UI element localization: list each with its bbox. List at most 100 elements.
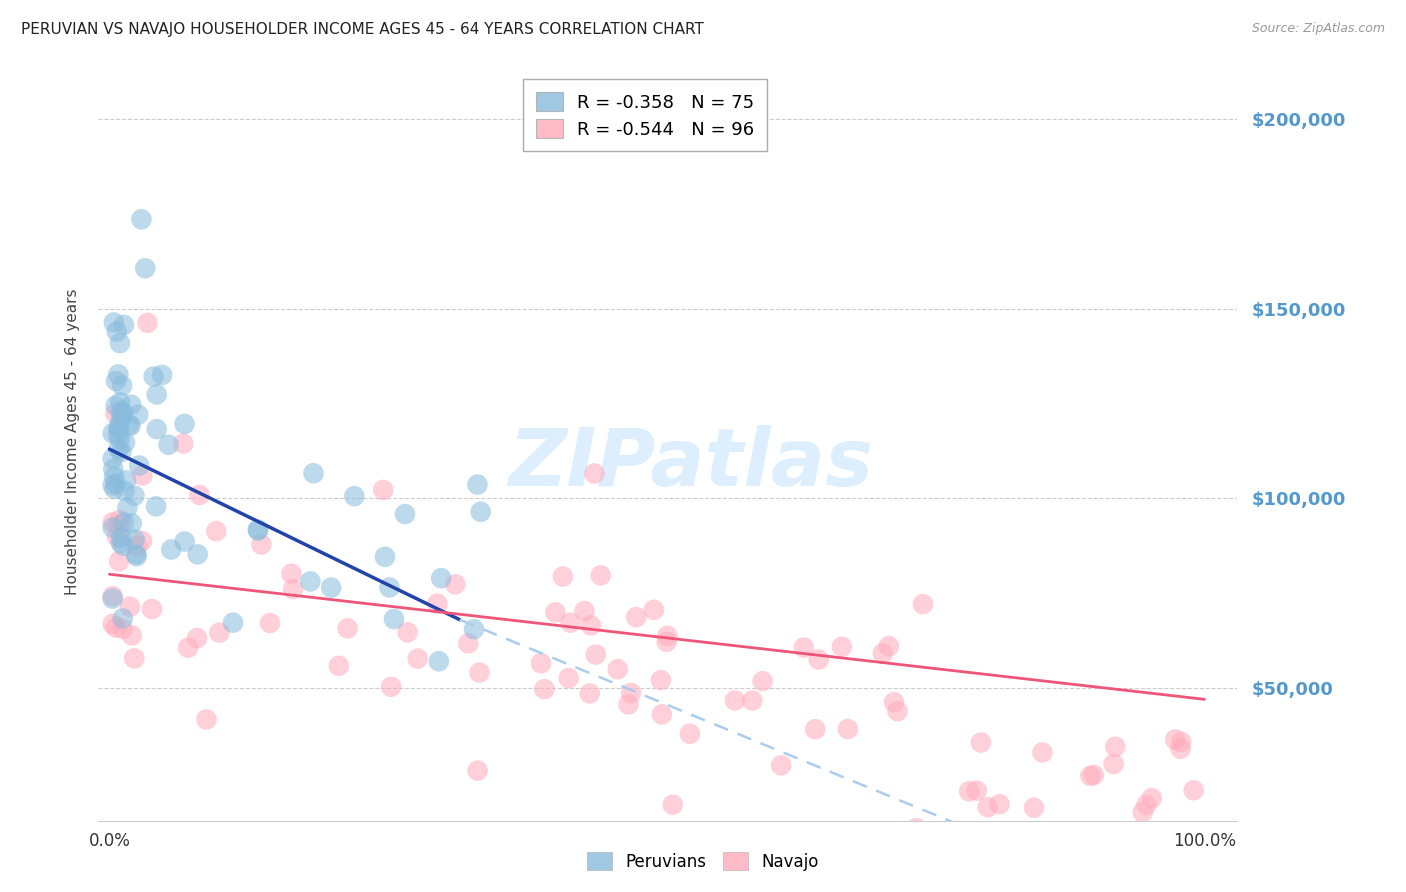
Point bbox=[104, 476, 127, 491]
Point bbox=[427, 654, 450, 668]
Point bbox=[886, 704, 908, 718]
Point bbox=[104, 620, 127, 634]
Point bbox=[150, 368, 173, 382]
Point bbox=[112, 318, 135, 332]
Point bbox=[107, 442, 129, 456]
Point bbox=[121, 628, 143, 642]
Point bbox=[111, 611, 134, 625]
Point bbox=[103, 315, 125, 329]
Point bbox=[118, 599, 141, 614]
Point bbox=[246, 523, 269, 537]
Point bbox=[606, 662, 628, 676]
Point bbox=[467, 764, 489, 778]
Point bbox=[205, 524, 228, 539]
Point bbox=[302, 467, 325, 481]
Point bbox=[145, 387, 167, 401]
Point bbox=[111, 622, 134, 636]
Point bbox=[145, 422, 167, 436]
Point bbox=[107, 368, 129, 382]
Point bbox=[280, 566, 302, 581]
Text: ZIPatlas: ZIPatlas bbox=[508, 425, 873, 503]
Point bbox=[470, 505, 492, 519]
Point bbox=[141, 602, 163, 616]
Point bbox=[112, 516, 135, 530]
Point bbox=[101, 426, 124, 441]
Point bbox=[108, 432, 131, 446]
Point bbox=[382, 612, 405, 626]
Point bbox=[657, 629, 679, 643]
Point bbox=[463, 622, 485, 636]
Point bbox=[124, 533, 146, 547]
Text: Source: ZipAtlas.com: Source: ZipAtlas.com bbox=[1251, 22, 1385, 36]
Point bbox=[107, 427, 129, 442]
Point bbox=[1031, 746, 1053, 760]
Point bbox=[651, 707, 673, 722]
Point bbox=[186, 631, 208, 645]
Point bbox=[374, 549, 396, 564]
Point bbox=[1164, 732, 1187, 747]
Point bbox=[1078, 769, 1101, 783]
Point bbox=[108, 554, 131, 568]
Point bbox=[883, 695, 905, 709]
Point bbox=[105, 374, 128, 388]
Point bbox=[112, 405, 135, 419]
Point bbox=[1170, 741, 1192, 756]
Point bbox=[101, 516, 124, 530]
Point bbox=[110, 531, 132, 545]
Point bbox=[585, 648, 607, 662]
Point bbox=[299, 574, 322, 589]
Point bbox=[120, 398, 142, 412]
Point bbox=[281, 582, 304, 596]
Point bbox=[131, 468, 153, 483]
Point bbox=[321, 581, 343, 595]
Point bbox=[533, 682, 555, 697]
Point bbox=[430, 571, 453, 585]
Point bbox=[1083, 768, 1105, 782]
Point bbox=[380, 680, 402, 694]
Point bbox=[468, 665, 491, 680]
Point bbox=[188, 488, 211, 502]
Point bbox=[557, 671, 579, 685]
Point bbox=[101, 591, 124, 606]
Point bbox=[751, 674, 773, 689]
Point bbox=[560, 615, 582, 630]
Point bbox=[655, 635, 678, 649]
Point bbox=[793, 640, 815, 655]
Point bbox=[373, 483, 395, 497]
Point bbox=[104, 399, 127, 413]
Point bbox=[107, 420, 129, 434]
Point bbox=[124, 489, 146, 503]
Point bbox=[112, 539, 135, 553]
Point bbox=[131, 212, 153, 227]
Point bbox=[110, 414, 132, 428]
Point bbox=[187, 547, 209, 561]
Point bbox=[127, 539, 149, 553]
Point bbox=[101, 478, 124, 492]
Point bbox=[343, 489, 366, 503]
Point bbox=[544, 606, 567, 620]
Point bbox=[173, 417, 195, 431]
Point bbox=[111, 409, 134, 424]
Point bbox=[378, 581, 401, 595]
Point bbox=[101, 616, 124, 631]
Point bbox=[134, 261, 156, 276]
Point bbox=[650, 673, 672, 687]
Point bbox=[118, 417, 141, 432]
Legend: R = -0.358   N = 75, R = -0.544   N = 96: R = -0.358 N = 75, R = -0.544 N = 96 bbox=[523, 79, 768, 152]
Point bbox=[457, 636, 479, 650]
Point bbox=[114, 483, 136, 498]
Point bbox=[128, 458, 150, 473]
Point bbox=[724, 693, 747, 707]
Point bbox=[1135, 797, 1157, 812]
Point bbox=[195, 713, 218, 727]
Point bbox=[103, 462, 125, 476]
Point bbox=[831, 640, 853, 654]
Point bbox=[172, 436, 194, 450]
Point bbox=[617, 698, 640, 712]
Point bbox=[247, 524, 270, 538]
Point bbox=[160, 542, 183, 557]
Point bbox=[117, 500, 139, 515]
Point bbox=[872, 646, 894, 660]
Point bbox=[551, 569, 574, 583]
Point bbox=[111, 378, 134, 392]
